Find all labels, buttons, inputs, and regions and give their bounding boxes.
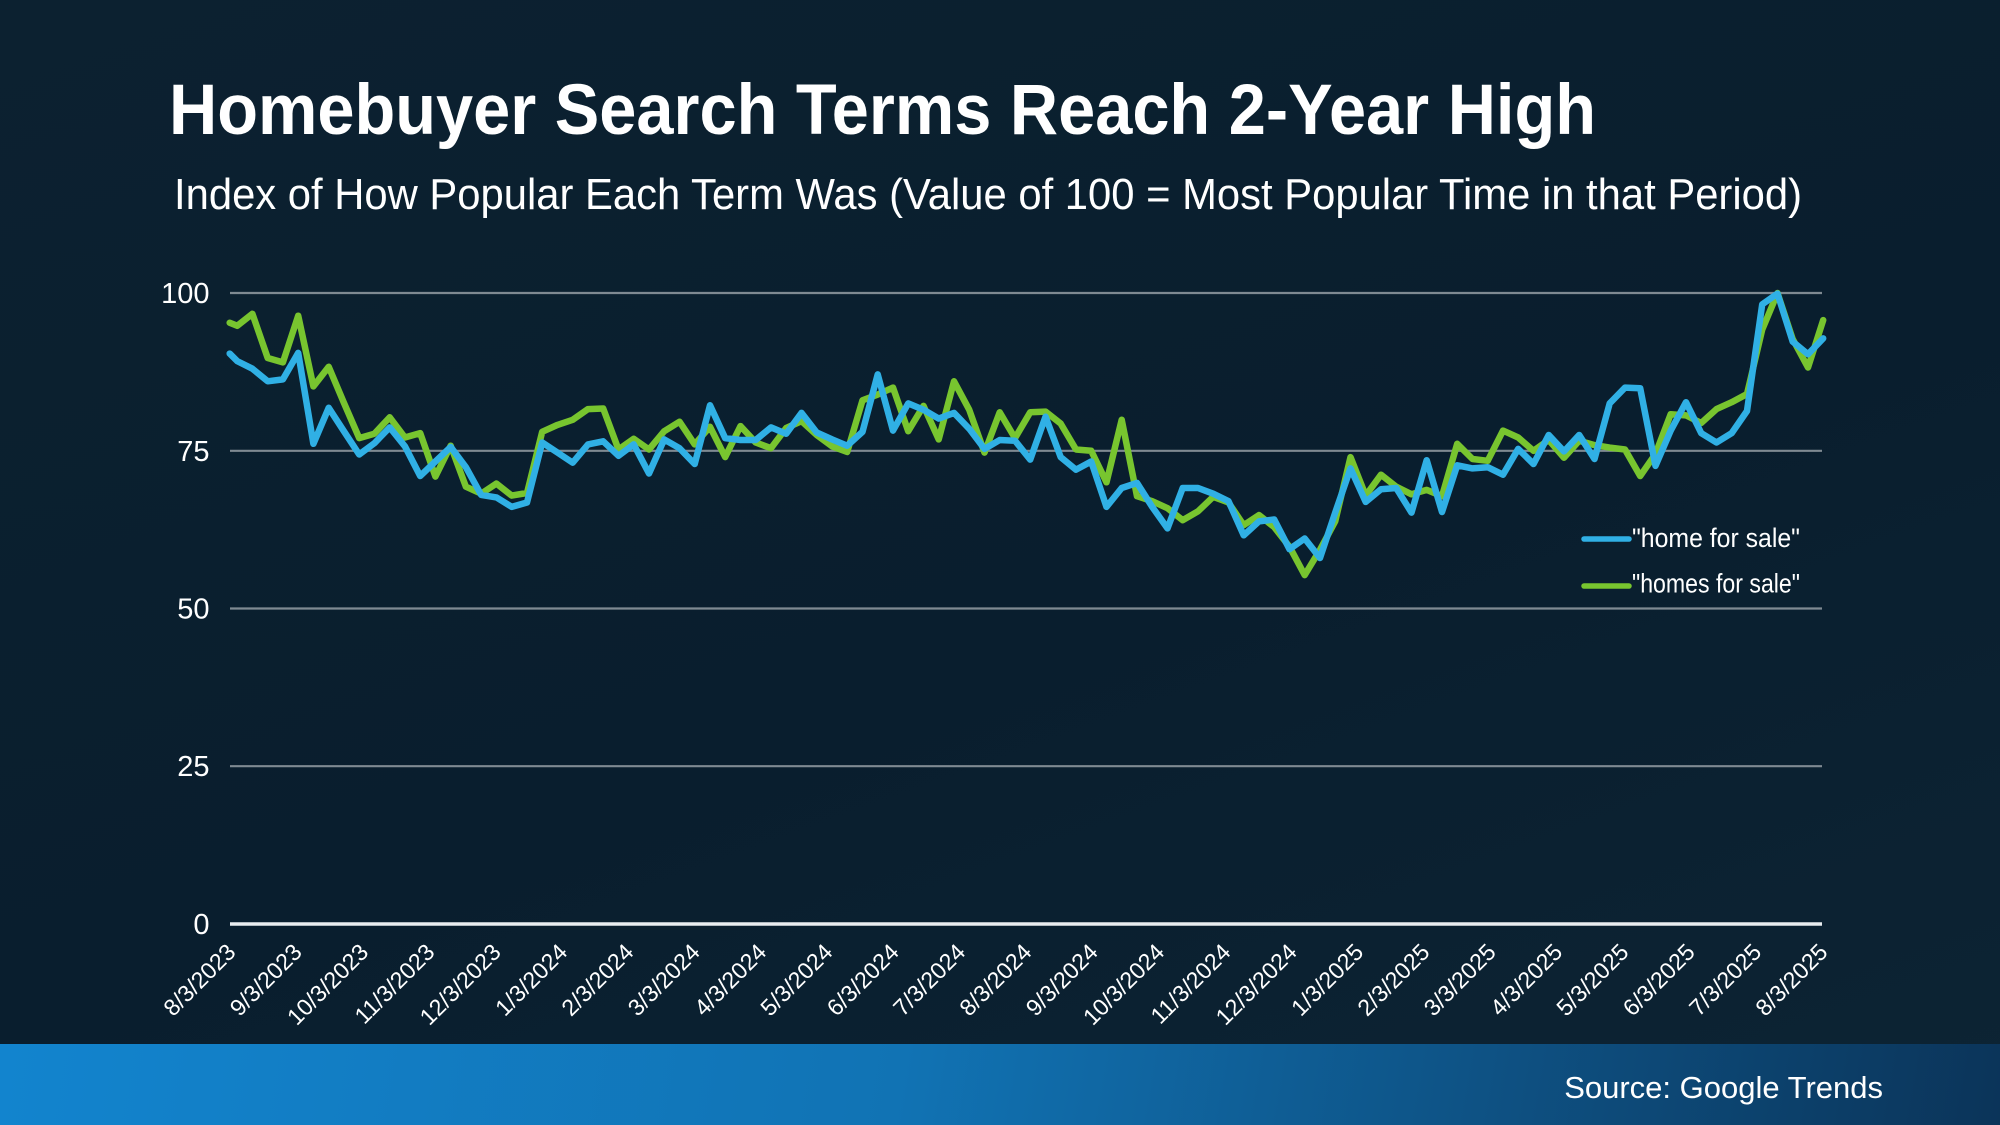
svg-text:0: 0 — [193, 909, 209, 941]
svg-text:7/3/2025: 7/3/2025 — [1684, 939, 1766, 1021]
svg-text:6/3/2025: 6/3/2025 — [1618, 939, 1700, 1021]
svg-text:2/3/2025: 2/3/2025 — [1352, 939, 1434, 1021]
svg-text:8/3/2023: 8/3/2023 — [158, 939, 240, 1021]
svg-text:4/3/2025: 4/3/2025 — [1485, 939, 1567, 1021]
svg-text:8/3/2025: 8/3/2025 — [1750, 939, 1832, 1021]
svg-text:75: 75 — [177, 436, 209, 468]
svg-text:4/3/2024: 4/3/2024 — [689, 939, 771, 1021]
svg-text:Index of How Popular Each Term: Index of How Popular Each Term Was (Valu… — [174, 170, 1802, 219]
svg-text:1/3/2025: 1/3/2025 — [1286, 939, 1368, 1021]
svg-text:"homes for sale": "homes for sale" — [1632, 569, 1800, 599]
svg-text:25: 25 — [177, 751, 209, 783]
svg-text:5/3/2025: 5/3/2025 — [1551, 939, 1633, 1021]
svg-text:8/3/2024: 8/3/2024 — [954, 939, 1036, 1021]
svg-text:2/3/2024: 2/3/2024 — [556, 939, 638, 1021]
svg-text:3/3/2025: 3/3/2025 — [1419, 939, 1501, 1021]
svg-text:5/3/2024: 5/3/2024 — [755, 939, 837, 1021]
svg-text:50: 50 — [177, 594, 209, 626]
svg-text:100: 100 — [161, 278, 209, 310]
svg-text:"home for sale": "home for sale" — [1632, 523, 1800, 553]
svg-text:1/3/2024: 1/3/2024 — [490, 939, 572, 1021]
svg-text:Homebuyer Search Terms Reach 2: Homebuyer Search Terms Reach 2-Year High — [169, 71, 1596, 150]
svg-text:7/3/2024: 7/3/2024 — [888, 939, 970, 1021]
svg-text:6/3/2024: 6/3/2024 — [822, 939, 904, 1021]
svg-text:3/3/2024: 3/3/2024 — [623, 939, 705, 1021]
